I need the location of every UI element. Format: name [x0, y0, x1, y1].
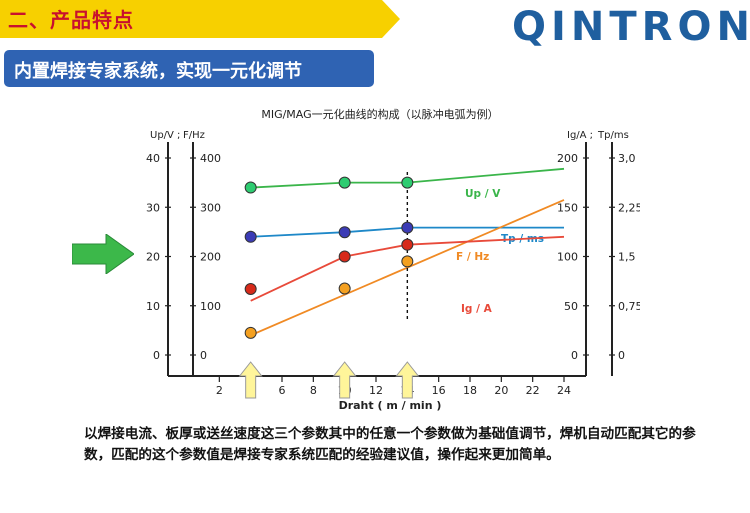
f-axis-tick-label: 400: [200, 152, 221, 165]
x-tick-label: 8: [310, 384, 317, 397]
ig-axis-tick-label: 200: [557, 152, 578, 165]
yellow-up-arrow-icon: [238, 361, 263, 399]
f-axis-tick-label: 300: [200, 201, 221, 214]
x-tick-label: 18: [463, 384, 477, 397]
series-line-2: [250, 199, 565, 337]
yellow-up-arrow-icon: [395, 361, 420, 399]
series-line-1: [250, 226, 564, 238]
x-tick-label: 16: [432, 384, 446, 397]
tp-axis-tick-label: 0,75: [618, 300, 640, 313]
data-point-2: [401, 255, 414, 268]
section-title: 二、产品特点: [8, 8, 134, 32]
tp-axis-tick-label: 2,25: [618, 201, 640, 214]
section-banner: 二、产品特点: [0, 0, 400, 38]
data-point-2: [338, 282, 351, 295]
axis-label-f: F/Hz: [183, 130, 205, 141]
description-text: 以焊接电流、板厚或送丝速度这三个参数其中的任意一个参数做为基础值调节，焊机自动匹…: [84, 426, 696, 463]
subtitle-text: 内置焊接专家系统，实现一元化调节: [14, 61, 302, 82]
f-axis-tick-label: 0: [200, 349, 207, 362]
up-axis-tick-label: 40: [146, 152, 160, 165]
x-tick-label: 22: [526, 384, 540, 397]
data-point-0: [338, 176, 351, 189]
x-tick-label: 6: [279, 384, 286, 397]
chart-title: MIG/MAG一元化曲线的构成（以脉冲电弧为例）: [261, 107, 498, 121]
axis-label-tp: Tp/ms: [597, 130, 629, 141]
subtitle-bar: 内置焊接专家系统，实现一元化调节: [4, 50, 374, 87]
data-point-3: [401, 238, 414, 251]
ig-axis-tick-label: 150: [557, 201, 578, 214]
x-tick-label: 20: [494, 384, 508, 397]
tp-axis-tick-label: 0: [618, 349, 625, 362]
yellow-up-arrow-icon: [332, 361, 357, 399]
x-axis-title: Draht ( m / min ): [339, 399, 442, 412]
data-point-1: [401, 221, 414, 234]
x-tick-label: 2: [216, 384, 223, 397]
up-axis-tick-label: 0: [153, 349, 160, 362]
x-tick-label: 12: [369, 384, 383, 397]
ig-axis-tick-label: 50: [564, 300, 578, 313]
up-axis-tick-label: 10: [146, 300, 160, 313]
data-point-3: [338, 250, 351, 263]
axis-label-ig: Ig/A ;: [567, 130, 593, 141]
brand-logo: QINTRON: [512, 4, 750, 50]
series-line-3: [250, 235, 565, 302]
f-axis-tick-label: 100: [200, 300, 221, 313]
series-label-0: Up / V: [465, 188, 501, 200]
series-label-3: Ig / A: [461, 303, 493, 315]
series-line-0: [250, 167, 565, 189]
data-point-1: [338, 226, 351, 239]
tp-axis-tick-label: 1,5: [618, 251, 636, 264]
series-label-2: F / Hz: [456, 251, 489, 263]
f-axis-tick-label: 200: [200, 251, 221, 264]
axis-label-up: Up/V ;: [150, 130, 180, 141]
x-tick-label: 24: [557, 384, 571, 397]
ig-axis-tick-label: 0: [571, 349, 578, 362]
ig-axis-tick-label: 100: [557, 251, 578, 264]
banner-shape: [0, 0, 400, 38]
green-arrow-icon: [72, 234, 134, 274]
data-point-2: [244, 326, 257, 339]
data-point-0: [401, 176, 414, 189]
up-axis-tick-label: 30: [146, 201, 160, 214]
welding-curve-chart: MIG/MAG一元化曲线的构成（以脉冲电弧为例） Up/V ; F/Hz Ig/A ;…: [146, 107, 640, 412]
tp-axis-tick-label: 3,0: [618, 152, 636, 165]
data-point-1: [244, 230, 257, 243]
data-point-3: [244, 283, 257, 296]
up-axis-tick-label: 20: [146, 251, 160, 264]
data-point-0: [244, 181, 257, 194]
